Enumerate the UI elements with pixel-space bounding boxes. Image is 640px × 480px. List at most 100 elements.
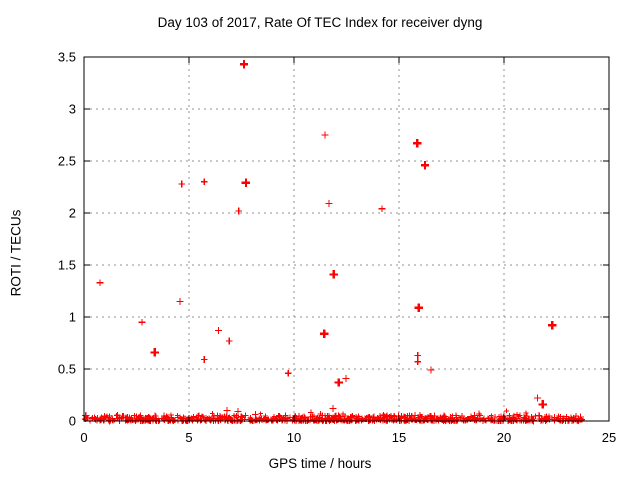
x-tick-label: 20 xyxy=(497,430,511,445)
data-point xyxy=(178,180,186,188)
data-point xyxy=(234,408,242,415)
data-point xyxy=(329,270,338,279)
baseline-band-point xyxy=(131,413,137,419)
data-point xyxy=(534,394,541,402)
data-point xyxy=(548,321,557,330)
baseline-band-point xyxy=(523,410,529,416)
baseline-band-point xyxy=(458,412,465,419)
baseline-band-point xyxy=(123,414,130,421)
baseline-band-point xyxy=(257,415,262,420)
baseline-band-point xyxy=(138,415,143,420)
data-point xyxy=(412,139,422,148)
baseline-band-point xyxy=(475,410,482,417)
baseline-band-point xyxy=(409,413,415,419)
data-point xyxy=(414,358,422,366)
data-point xyxy=(150,348,159,357)
baseline-band-point xyxy=(453,414,460,421)
baseline-band-point xyxy=(106,413,112,419)
baseline-band-point xyxy=(387,414,393,420)
baseline-band-point xyxy=(168,412,174,419)
data-point xyxy=(538,400,547,409)
baseline-band-point xyxy=(317,415,323,421)
baseline-band-point xyxy=(177,414,183,421)
data-point xyxy=(378,205,386,213)
baseline-band-point xyxy=(365,414,371,420)
y-tick-label: 1 xyxy=(69,310,76,325)
data-point xyxy=(420,161,430,170)
baseline-band-point xyxy=(510,414,517,421)
baseline-band-point xyxy=(302,415,309,421)
baseline-band-point xyxy=(555,413,562,419)
y-tick-label: 1.5 xyxy=(58,258,76,273)
baseline-band-point xyxy=(535,412,543,419)
x-axis-label: GPS time / hours xyxy=(268,456,372,471)
baseline-band-point xyxy=(215,415,222,421)
baseline-band-point xyxy=(189,415,194,421)
data-point xyxy=(215,327,222,334)
x-tick-label: 10 xyxy=(287,430,301,445)
data-point xyxy=(235,207,243,215)
baseline-band-point xyxy=(242,412,249,419)
baseline-band-point xyxy=(319,412,326,419)
baseline-band-point xyxy=(485,415,491,421)
baseline-band-point xyxy=(262,413,268,419)
baseline-band-point xyxy=(340,411,346,417)
baseline-band-point xyxy=(335,416,342,423)
plot-border xyxy=(83,56,610,422)
y-tick-label: 3.5 xyxy=(58,50,76,65)
data-point xyxy=(284,369,292,377)
baseline-band-point xyxy=(252,411,259,418)
data-point xyxy=(334,378,343,387)
baseline-band-point xyxy=(370,413,377,420)
baseline-band-point xyxy=(380,416,387,424)
data-point xyxy=(320,329,329,338)
baseline-band-point xyxy=(409,417,414,423)
data-point xyxy=(225,337,233,345)
data-point xyxy=(325,200,333,207)
y-tick-label: 0.5 xyxy=(58,362,76,377)
baseline-band-point xyxy=(472,415,478,420)
data-point xyxy=(200,178,208,186)
baseline-band-point xyxy=(578,416,585,423)
baseline-band-point xyxy=(102,415,108,421)
baseline-band-point xyxy=(381,413,388,419)
data-point xyxy=(239,60,249,69)
baseline-band-point xyxy=(573,413,580,419)
baseline-band-point xyxy=(226,414,232,420)
x-tick-label: 25 xyxy=(602,430,616,445)
baseline-band-point xyxy=(153,415,158,421)
x-tick-label: 5 xyxy=(185,430,192,445)
data-point xyxy=(96,279,104,287)
data-point xyxy=(414,303,423,312)
baseline-band-point xyxy=(415,414,422,421)
data-point xyxy=(138,318,146,326)
baseline-band-point xyxy=(94,416,100,423)
y-tick-label: 2.5 xyxy=(58,154,76,169)
baseline-band-point xyxy=(504,408,509,414)
baseline-band-point xyxy=(392,416,400,423)
baseline-band-point xyxy=(355,415,361,421)
baseline-band-point xyxy=(451,417,457,423)
baseline-band-point xyxy=(258,411,263,416)
baseline-band-point xyxy=(239,414,246,421)
baseline-band-point xyxy=(165,414,171,420)
baseline-band-point xyxy=(128,417,134,423)
data-point xyxy=(329,405,337,412)
data-point xyxy=(200,356,208,363)
data-point xyxy=(427,366,435,374)
baseline-band-point xyxy=(546,416,553,423)
baseline-band-point xyxy=(336,413,343,420)
data-point xyxy=(414,352,422,359)
baseline-band-point xyxy=(514,412,520,417)
baseline-band-point xyxy=(401,414,409,421)
baseline-band-point xyxy=(254,417,260,423)
baseline-band-point xyxy=(161,412,168,419)
baseline-band-point xyxy=(471,412,478,419)
data-point xyxy=(223,407,231,414)
baseline-band-point xyxy=(369,414,377,422)
data-point xyxy=(176,298,184,305)
y-tick-label: 0 xyxy=(69,414,76,429)
baseline-band-point xyxy=(99,414,104,420)
